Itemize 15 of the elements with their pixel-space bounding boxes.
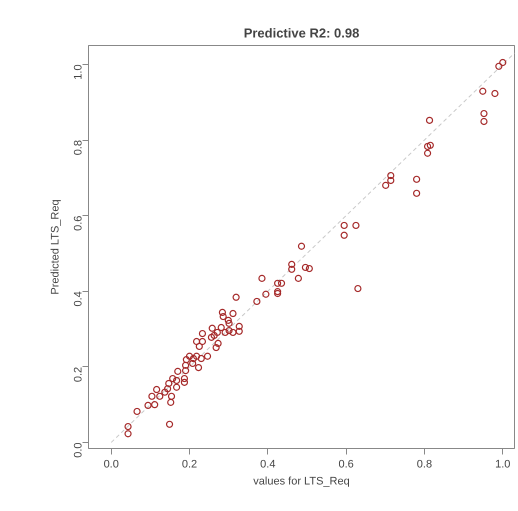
y-tick-label: 0.6 xyxy=(72,216,84,231)
x-tick-label: 1.0 xyxy=(495,458,510,470)
y-tick-label: 0.0 xyxy=(72,442,84,458)
y-tick-label: 0.2 xyxy=(72,366,84,382)
y-tick-label: 0.8 xyxy=(72,140,84,156)
x-axis-title: values for LTS_Req xyxy=(253,476,350,488)
y-axis-title: Predicted LTS_Req xyxy=(50,199,62,295)
x-tick-label: 0.2 xyxy=(182,458,198,470)
y-tick-label: 0.4 xyxy=(72,291,84,307)
x-tick-label: 0.8 xyxy=(416,458,432,470)
chart-title: Predictive R2: 0.98 xyxy=(244,26,360,40)
x-tick-label: 0.4 xyxy=(260,458,276,470)
y-tick-label: 1.0 xyxy=(72,64,84,80)
x-tick-label: 0.6 xyxy=(338,458,354,470)
x-tick-label: 0.0 xyxy=(104,458,119,470)
